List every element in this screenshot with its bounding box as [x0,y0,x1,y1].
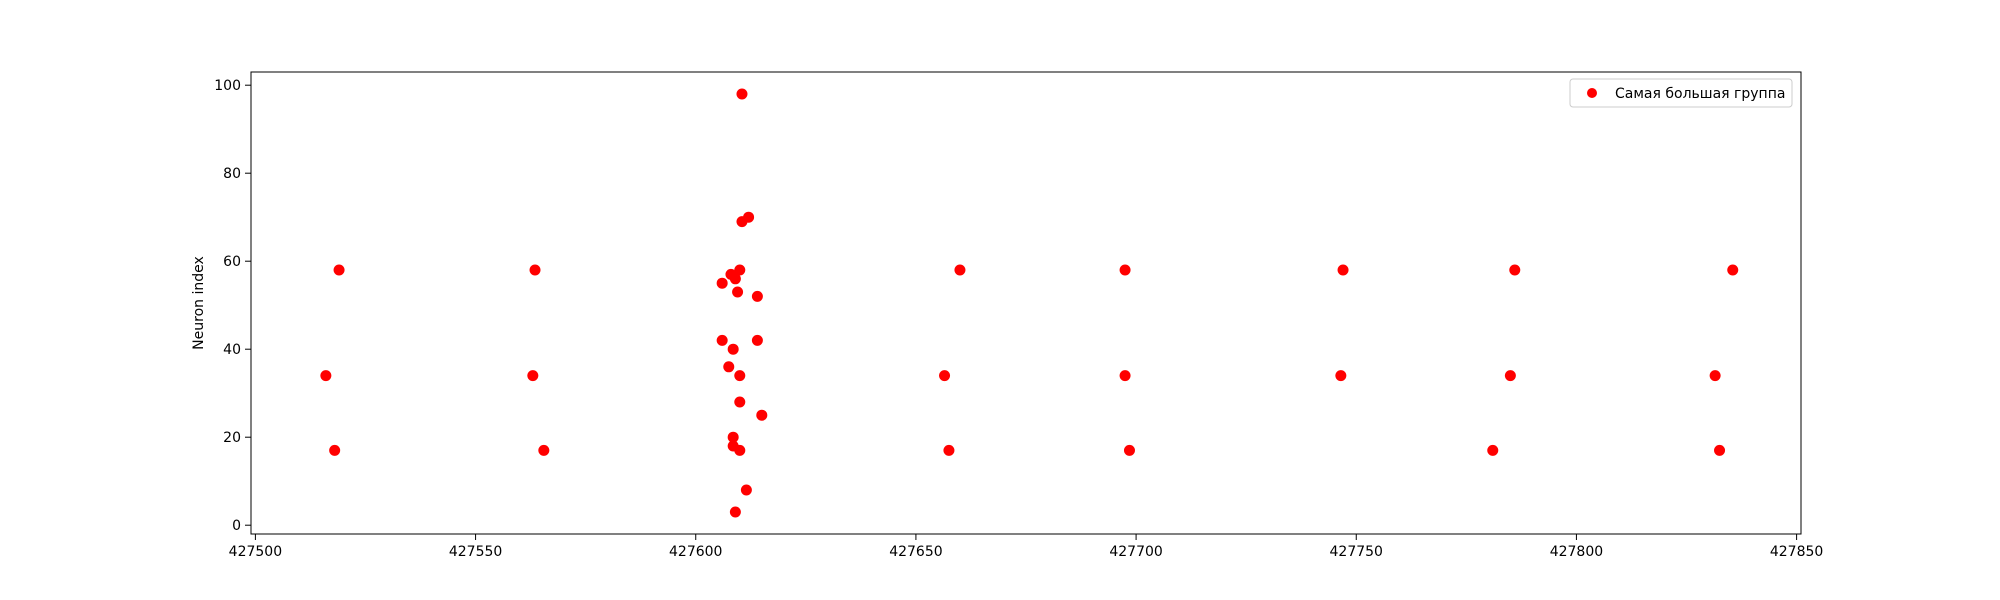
scatter-point [320,370,332,382]
x-tick-label: 427500 [229,544,282,560]
scatter-point [333,264,345,276]
legend: Самая большая группа [1569,78,1793,108]
scatter-point [1119,370,1131,382]
scatter-point [727,431,739,443]
scatter-point [329,444,341,456]
scatter-point [736,88,748,100]
scatter-point [740,484,752,496]
scatter-point [734,396,746,408]
scatter-point [1335,370,1347,382]
x-tick-label: 427700 [1109,544,1162,560]
scatter-point [1727,264,1739,276]
scatter-point [751,334,763,346]
scatter-point [943,444,955,456]
y-axis-label: Neuron index [191,256,207,350]
scatter-point [723,361,735,373]
scatter-point [716,277,728,289]
scatter-point [527,370,539,382]
scatter-point [1119,264,1131,276]
scatter-point [751,290,763,302]
scatter-point [1487,444,1499,456]
scatter-point [1504,370,1516,382]
y-axis-ticks: 0 20 40 60 80 100 [214,78,251,534]
scatter-point [1123,444,1135,456]
scatter-point [538,444,550,456]
scatter-point [732,286,744,298]
scatter-point [1337,264,1349,276]
legend-marker [1587,88,1597,98]
y-tick-label: 0 [232,518,241,534]
scatter-point [729,273,741,285]
scatter-point [939,370,951,382]
scatter-point [954,264,966,276]
scatter-point [729,506,741,518]
x-tick-label: 427650 [889,544,942,560]
scatter-point [734,264,746,276]
scatter-point [1509,264,1521,276]
scatter-point [529,264,541,276]
data-points [320,88,1739,518]
y-tick-label: 80 [223,166,241,182]
y-tick-label: 60 [223,254,241,270]
x-tick-label: 427550 [449,544,502,560]
x-axis-ticks: 427500 427550 427600 427650 427700 427750 4278… [229,534,1823,560]
scatter-point [1714,444,1726,456]
scatter-point [756,409,768,421]
x-tick-label: 427750 [1330,544,1383,560]
scatter-point [743,211,755,223]
legend-box [1569,78,1793,108]
x-tick-label: 427850 [1770,544,1823,560]
scatter-point [727,343,739,355]
x-tick-label: 427800 [1550,544,1603,560]
y-tick-label: 40 [223,342,241,358]
y-tick-label: 20 [223,430,241,446]
scatter-point [1709,370,1721,382]
scatter-point [734,370,746,382]
scatter-point [716,334,728,346]
legend-label: Самая большая группа [1615,86,1785,102]
x-tick-label: 427600 [669,544,722,560]
y-tick-label: 100 [214,78,241,94]
plot-frame [250,71,1802,535]
scatter-point [734,444,746,456]
